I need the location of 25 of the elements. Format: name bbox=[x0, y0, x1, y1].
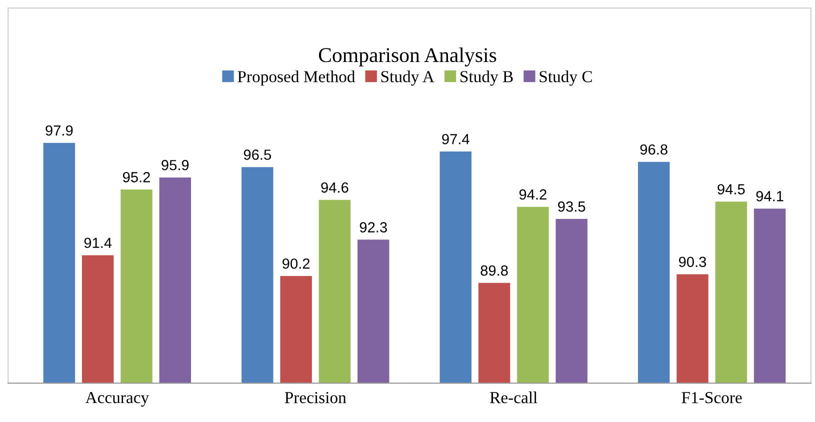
text: Comparison Analysis bbox=[318, 47, 496, 66]
data-label: 95.2 bbox=[122, 172, 150, 182]
data-label: 96.8 bbox=[640, 144, 668, 155]
legend-label: Proposed Method bbox=[238, 70, 356, 86]
data-label: 89.8 bbox=[480, 265, 508, 276]
data-label: 96.5 bbox=[244, 150, 271, 160]
legend-label: Study C bbox=[540, 70, 592, 86]
legend-label: Study B bbox=[460, 70, 513, 86]
x-tick-label: Accuracy bbox=[85, 392, 150, 407]
data-label: 94.1 bbox=[756, 191, 784, 202]
data-label: 90.2 bbox=[282, 258, 310, 269]
data-label: 97.4 bbox=[442, 134, 470, 144]
x-tick-label: Precision bbox=[284, 392, 346, 404]
data-label: 93.5 bbox=[558, 201, 586, 212]
data-label: 92.3 bbox=[360, 222, 387, 232]
data-label: 94.6 bbox=[321, 182, 348, 193]
data-label: 94.2 bbox=[519, 189, 546, 200]
data-label: 95.9 bbox=[162, 160, 189, 170]
data-label: 97.9 bbox=[46, 125, 73, 136]
data-label: 90.3 bbox=[678, 256, 706, 268]
legend-label: Study A bbox=[381, 70, 434, 86]
x-tick-label: Re-call bbox=[490, 392, 538, 404]
data-label: 91.4 bbox=[84, 238, 112, 248]
x-tick-label: F1-Score bbox=[682, 392, 742, 404]
data-label: 94.5 bbox=[718, 184, 745, 194]
